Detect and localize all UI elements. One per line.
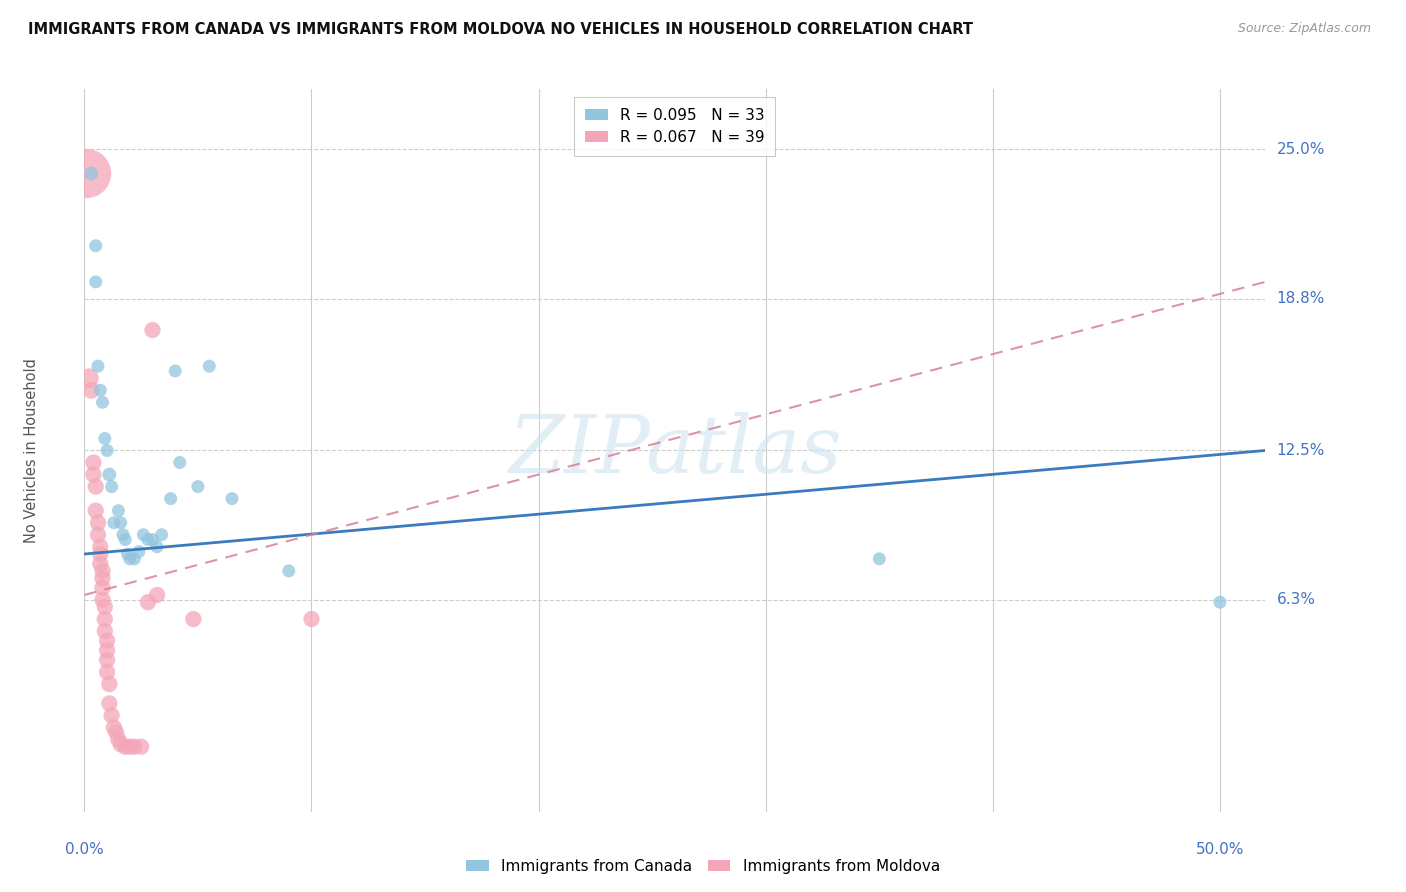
Text: 6.3%: 6.3% bbox=[1277, 592, 1316, 607]
Point bbox=[146, 540, 169, 554]
Point bbox=[96, 443, 118, 458]
Point bbox=[98, 467, 121, 482]
Point bbox=[100, 480, 122, 494]
Point bbox=[94, 624, 117, 639]
Point bbox=[91, 592, 114, 607]
Text: 25.0%: 25.0% bbox=[1277, 142, 1324, 157]
Point bbox=[301, 612, 323, 626]
Point bbox=[124, 739, 146, 754]
Point bbox=[87, 528, 110, 542]
Point bbox=[76, 166, 98, 180]
Point bbox=[141, 533, 163, 547]
Point bbox=[169, 456, 191, 470]
Point bbox=[128, 544, 150, 558]
Text: 18.8%: 18.8% bbox=[1277, 291, 1324, 306]
Point bbox=[91, 581, 114, 595]
Point bbox=[183, 612, 205, 626]
Point bbox=[84, 503, 107, 517]
Text: 0.0%: 0.0% bbox=[65, 842, 104, 857]
Text: No Vehicles in Household: No Vehicles in Household bbox=[24, 358, 39, 543]
Point bbox=[89, 540, 111, 554]
Point bbox=[91, 564, 114, 578]
Point bbox=[1209, 595, 1232, 609]
Point bbox=[165, 364, 187, 378]
Point bbox=[105, 725, 128, 739]
Point bbox=[94, 612, 117, 626]
Point bbox=[96, 665, 118, 679]
Point bbox=[87, 516, 110, 530]
Point bbox=[100, 708, 122, 723]
Legend: Immigrants from Canada, Immigrants from Moldova: Immigrants from Canada, Immigrants from … bbox=[460, 853, 946, 880]
Point bbox=[107, 503, 129, 517]
Point bbox=[198, 359, 221, 373]
Point bbox=[221, 491, 243, 506]
Point bbox=[150, 528, 173, 542]
Point bbox=[96, 653, 118, 667]
Point bbox=[89, 384, 111, 398]
Point bbox=[89, 557, 111, 571]
Point bbox=[94, 600, 117, 615]
Point bbox=[107, 732, 129, 747]
Point bbox=[82, 456, 104, 470]
Point bbox=[94, 432, 117, 446]
Point bbox=[124, 551, 146, 566]
Point bbox=[132, 528, 155, 542]
Point bbox=[82, 467, 104, 482]
Point bbox=[80, 384, 103, 398]
Point bbox=[129, 739, 152, 754]
Point bbox=[89, 547, 111, 561]
Text: IMMIGRANTS FROM CANADA VS IMMIGRANTS FROM MOLDOVA NO VEHICLES IN HOUSEHOLD CORRE: IMMIGRANTS FROM CANADA VS IMMIGRANTS FRO… bbox=[28, 22, 973, 37]
Legend: R = 0.095   N = 33, R = 0.067   N = 39: R = 0.095 N = 33, R = 0.067 N = 39 bbox=[574, 97, 776, 156]
Point bbox=[77, 371, 100, 385]
Point bbox=[118, 739, 141, 754]
Text: 50.0%: 50.0% bbox=[1195, 842, 1244, 857]
Point bbox=[114, 739, 136, 754]
Point bbox=[103, 516, 125, 530]
Point bbox=[114, 533, 136, 547]
Point bbox=[110, 516, 132, 530]
Text: Source: ZipAtlas.com: Source: ZipAtlas.com bbox=[1237, 22, 1371, 36]
Point bbox=[118, 551, 141, 566]
Point bbox=[187, 480, 209, 494]
Point bbox=[111, 528, 134, 542]
Point bbox=[117, 547, 139, 561]
Point bbox=[87, 359, 110, 373]
Point bbox=[96, 643, 118, 657]
Point bbox=[110, 737, 132, 751]
Point bbox=[136, 595, 159, 609]
Point bbox=[96, 633, 118, 648]
Point bbox=[103, 721, 125, 735]
Text: 12.5%: 12.5% bbox=[1277, 443, 1324, 458]
Point bbox=[136, 533, 159, 547]
Point bbox=[159, 491, 181, 506]
Point bbox=[91, 571, 114, 585]
Point bbox=[277, 564, 299, 578]
Point bbox=[146, 588, 169, 602]
Point bbox=[84, 275, 107, 289]
Point bbox=[98, 677, 121, 691]
Point bbox=[98, 696, 121, 710]
Point bbox=[91, 395, 114, 409]
Point bbox=[141, 323, 163, 337]
Point bbox=[868, 551, 890, 566]
Point bbox=[84, 238, 107, 253]
Text: ZIPatlas: ZIPatlas bbox=[508, 412, 842, 489]
Point bbox=[84, 480, 107, 494]
Point bbox=[80, 166, 103, 180]
